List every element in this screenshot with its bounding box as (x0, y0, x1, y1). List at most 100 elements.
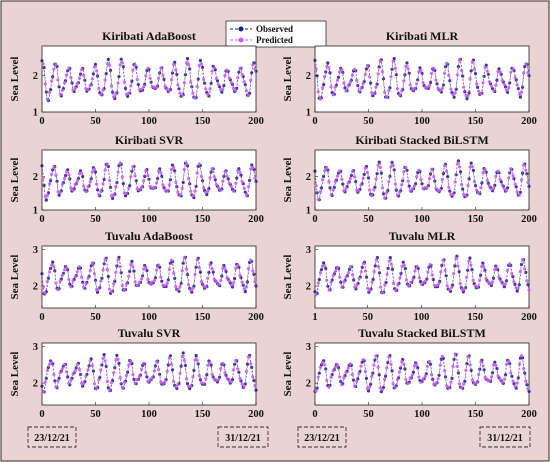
predicted-point (45, 193, 50, 197)
observed-point (76, 176, 80, 180)
predicted-point (159, 171, 163, 175)
predicted-point (397, 190, 402, 194)
x-tick-label: 0 (39, 409, 44, 420)
predicted-point (329, 375, 333, 379)
panel-title: Kiribati AdaBoost (102, 29, 196, 43)
observed-point (226, 177, 230, 181)
observed-point (401, 179, 405, 183)
predicted-point (202, 381, 206, 385)
predicted-point (368, 288, 372, 292)
predicted-point (507, 359, 511, 363)
predicted-point (223, 371, 227, 375)
predicted-point (464, 194, 468, 198)
panel: Tuvalu AdaBoost Sea Level 0 50 100 150 200 2 3 (9, 229, 264, 323)
predicted-point (144, 74, 148, 78)
predicted-point (445, 384, 449, 388)
observed-point (102, 177, 106, 182)
predicted-point (142, 179, 146, 183)
panel-title: Tuvalu Stacked BiLSTM (358, 326, 486, 340)
predicted-point (475, 82, 479, 86)
observed-point (250, 365, 254, 370)
observed-point (418, 279, 422, 284)
predicted-point (487, 379, 491, 383)
observed-point (435, 82, 439, 86)
predicted-point (458, 282, 462, 286)
predicted-point (426, 270, 430, 274)
predicted-point (251, 269, 255, 273)
observed-point (473, 184, 478, 188)
observed-point (482, 74, 486, 78)
predicted-point (314, 67, 318, 71)
predicted-point (167, 267, 171, 271)
observed-point (521, 171, 525, 175)
observed-point (196, 362, 200, 366)
predicted-point (234, 358, 238, 362)
predicted-point (184, 377, 189, 381)
predicted-point (58, 371, 62, 375)
predicted-point (346, 366, 350, 370)
predicted-point (69, 186, 73, 190)
predicted-point (340, 177, 344, 181)
predicted-point (159, 66, 163, 70)
panel-title: Kiribati MLR (386, 29, 459, 43)
predicted-point (103, 78, 107, 82)
predicted-point (462, 192, 466, 196)
predicted-point (176, 83, 180, 87)
predicted-point (483, 168, 487, 172)
observed-point (46, 276, 51, 280)
x-tick-label: 150 (467, 312, 483, 323)
predicted-point (417, 276, 421, 280)
observed-point (518, 95, 523, 99)
predicted-point (139, 185, 144, 189)
predicted-point (109, 381, 114, 385)
predicted-point (154, 360, 159, 364)
predicted-point (333, 85, 337, 89)
predicted-point (440, 177, 444, 182)
observed-point (156, 177, 160, 181)
observed-point (173, 169, 177, 173)
observed-point (254, 179, 258, 184)
observed-point (456, 159, 460, 163)
predicted-point (357, 189, 361, 193)
legend-predicted-label: Predicted (256, 35, 293, 45)
predicted-point (253, 176, 257, 180)
x-tick-label: 150 (195, 214, 211, 225)
observed-point (243, 190, 247, 194)
predicted-point (221, 179, 225, 183)
observed-point (200, 65, 205, 69)
predicted-point (187, 283, 191, 287)
predicted-point (409, 280, 413, 284)
predicted-point (112, 95, 116, 99)
predicted-point (494, 83, 498, 87)
predicted-point (333, 269, 337, 273)
predicted-point (90, 261, 94, 265)
predicted-point (120, 386, 124, 390)
predicted-point (84, 189, 88, 193)
observed-point (126, 370, 130, 374)
x-tick-label: 200 (521, 312, 537, 323)
observed-point (424, 372, 428, 376)
predicted-point (101, 88, 105, 92)
predicted-point (513, 384, 517, 389)
observed-point (510, 374, 514, 378)
predicted-point (240, 382, 244, 386)
date-box-end-left (217, 426, 269, 448)
predicted-point (376, 365, 380, 369)
predicted-point (103, 359, 107, 363)
predicted-point (65, 73, 69, 77)
observed-point (179, 281, 183, 285)
predicted-point (417, 375, 421, 379)
observed-point (341, 182, 345, 186)
predicted-point (231, 368, 236, 372)
predicted-point (462, 382, 466, 386)
predicted-point (112, 371, 116, 375)
predicted-point (99, 279, 103, 283)
predicted-point (97, 378, 101, 382)
predicted-point (464, 368, 468, 372)
predicted-point (152, 278, 156, 283)
predicted-point (120, 175, 124, 179)
predicted-point (439, 270, 443, 274)
predicted-point (481, 171, 485, 175)
predicted-point (398, 276, 402, 280)
observed-point (252, 272, 256, 276)
